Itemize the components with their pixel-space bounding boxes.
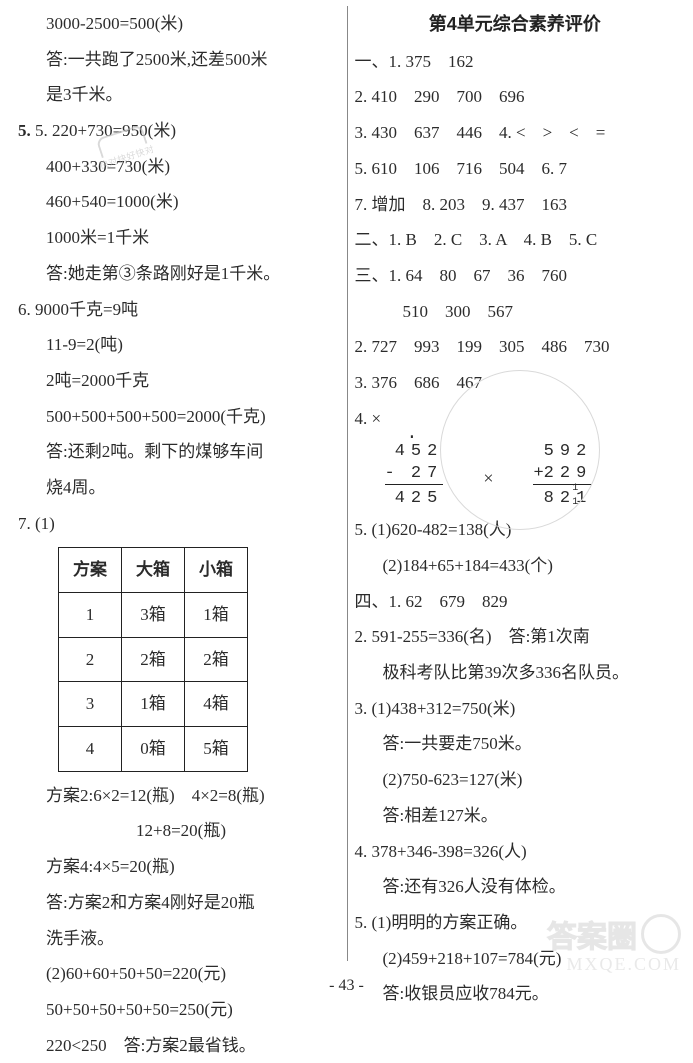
td: 1箱 xyxy=(122,682,185,727)
text-line: 是3千米。 xyxy=(18,77,339,113)
th: 方案 xyxy=(59,548,122,593)
text-line: 12+8=20(瓶) xyxy=(18,813,339,849)
calc-2: 592 +229 821 1 1 xyxy=(533,440,592,506)
text-line: 50+50+50+50+50=250(元) xyxy=(18,992,339,1028)
text-line: 3000-2500=500(米) xyxy=(18,6,339,42)
text-line: 答:还有326人没有体检。 xyxy=(355,869,676,905)
multiply-icon: × xyxy=(483,440,493,491)
td: 4箱 xyxy=(185,682,248,727)
text-line: 2. 410 290 700 696 xyxy=(355,79,676,115)
text-line: 4. 378+346-398=326(人) xyxy=(355,834,676,870)
left-column: 3000-2500=500(米) 答:一共跑了2500米,还差500米 是3千米… xyxy=(10,0,347,1001)
text-line: 烧4周。 xyxy=(18,470,339,506)
unit-title: 第4单元综合素养评价 xyxy=(355,6,676,44)
text-line: (2)184+65+184=433(个) xyxy=(355,548,676,584)
text-line: 方案4:4×5=20(瓶) xyxy=(18,849,339,885)
calc-second: 27 xyxy=(411,464,443,483)
text-line: 2. 727 993 199 305 486 730 xyxy=(355,329,676,365)
text-line: 极科考队比第39次多336名队员。 xyxy=(355,655,676,691)
text-line: 答:方案2和方案4刚好是20瓶 xyxy=(18,885,339,921)
text-line: 洗手液。 xyxy=(18,921,339,957)
text-line: 答:一共跑了2500米,还差500米 xyxy=(18,42,339,78)
table-row: 4 0箱 5箱 xyxy=(59,727,248,772)
calc-second: 229 xyxy=(544,464,593,483)
text-line: 2吨=2000千克 xyxy=(18,363,339,399)
text-line: 220<250 答:方案2最省钱。 xyxy=(18,1028,339,1063)
calc-top: 592 xyxy=(533,440,592,462)
calc-op: + xyxy=(533,464,543,483)
carry-marks: 1 1 xyxy=(547,482,592,510)
q6: 6. 9000千克=9吨 xyxy=(18,292,339,328)
td: 4 xyxy=(59,727,122,772)
text-line: 3. (1)438+312=750(米) xyxy=(355,691,676,727)
scheme-table: 方案 大箱 小箱 1 3箱 1箱 2 2箱 2箱 3 1箱 4箱 4 0箱 xyxy=(58,547,248,771)
text-line: 460+540=1000(米) xyxy=(18,184,339,220)
text-line: (2)750-623=127(米) xyxy=(355,762,676,798)
td: 1箱 xyxy=(185,593,248,638)
text-line: 5. (1)620-482=138(人) xyxy=(355,512,676,548)
q5: 5. 5. 220+730=950(米) xyxy=(18,113,339,149)
table-row: 3 1箱 4箱 xyxy=(59,682,248,727)
page-number: - 43 - xyxy=(0,977,693,995)
right-column: 第4单元综合素养评价 一、1. 375 162 2. 410 290 700 6… xyxy=(347,0,684,1001)
td: 1 xyxy=(59,593,122,638)
text-line: 方案2:6×2=12(瓶) 4×2=8(瓶) xyxy=(18,778,339,814)
q7: 7. (1) xyxy=(18,506,339,542)
td: 3箱 xyxy=(122,593,185,638)
text-line: 四、1. 62 679 829 xyxy=(355,584,676,620)
text-line: 2. 591-255=336(名) 答:第1次南 xyxy=(355,619,676,655)
text-line: 7. 增加 8. 203 9. 437 163 xyxy=(355,187,676,223)
td: 0箱 xyxy=(122,727,185,772)
text-line: 答:她走第③条路刚好是1千米。 xyxy=(18,256,339,292)
text-line: 答:还剩2吨。剩下的煤够车间 xyxy=(18,434,339,470)
text-line: 11-9=2(吨) xyxy=(18,327,339,363)
td: 2箱 xyxy=(185,637,248,682)
calc-op: - xyxy=(385,464,395,483)
text-line: 3. 376 686 467 xyxy=(355,365,676,401)
th: 大箱 xyxy=(122,548,185,593)
text-line: 三、1. 64 80 67 36 760 xyxy=(355,258,676,294)
text: 5. 220+730=950(米) xyxy=(35,121,176,140)
table-row: 方案 大箱 小箱 xyxy=(59,548,248,593)
table-row: 2 2箱 2箱 xyxy=(59,637,248,682)
calc-result: 425 xyxy=(385,484,444,506)
text-line: 二、1. B 2. C 3. A 4. B 5. C xyxy=(355,222,676,258)
text-line: 510 300 567 xyxy=(355,294,676,330)
td: 3 xyxy=(59,682,122,727)
text-line: 5. (1)明明的方案正确。 xyxy=(355,905,676,941)
page: 3000-2500=500(米) 答:一共跑了2500米,还差500米 是3千米… xyxy=(0,0,693,1001)
table-row: 1 3箱 1箱 xyxy=(59,593,248,638)
td: 5箱 xyxy=(185,727,248,772)
th: 小箱 xyxy=(185,548,248,593)
calc-top: 452 xyxy=(385,440,444,462)
calc-1: 452 - 27 425 xyxy=(385,440,444,506)
text-line: 4. × xyxy=(355,401,676,437)
text-line: 3. 430 637 446 4. < > < = xyxy=(355,115,676,151)
td: 2箱 xyxy=(122,637,185,682)
text-line: 一、1. 375 162 xyxy=(355,44,676,80)
vertical-calculations: 452 - 27 425 × 592 +229 821 1 1 xyxy=(355,440,676,506)
text-line: 5. 610 106 716 504 6. 7 xyxy=(355,151,676,187)
text-line: 1000米=1千米 xyxy=(18,220,339,256)
text-line: 400+330=730(米) xyxy=(18,149,339,185)
text-line: 答:相差127米。 xyxy=(355,798,676,834)
text-line: (2)459+218+107=784(元) xyxy=(355,941,676,977)
calc-result: 821 1 1 xyxy=(533,484,592,506)
td: 2 xyxy=(59,637,122,682)
text-line: 500+500+500+500=2000(千克) xyxy=(18,399,339,435)
text-line: 答:一共要走750米。 xyxy=(355,726,676,762)
